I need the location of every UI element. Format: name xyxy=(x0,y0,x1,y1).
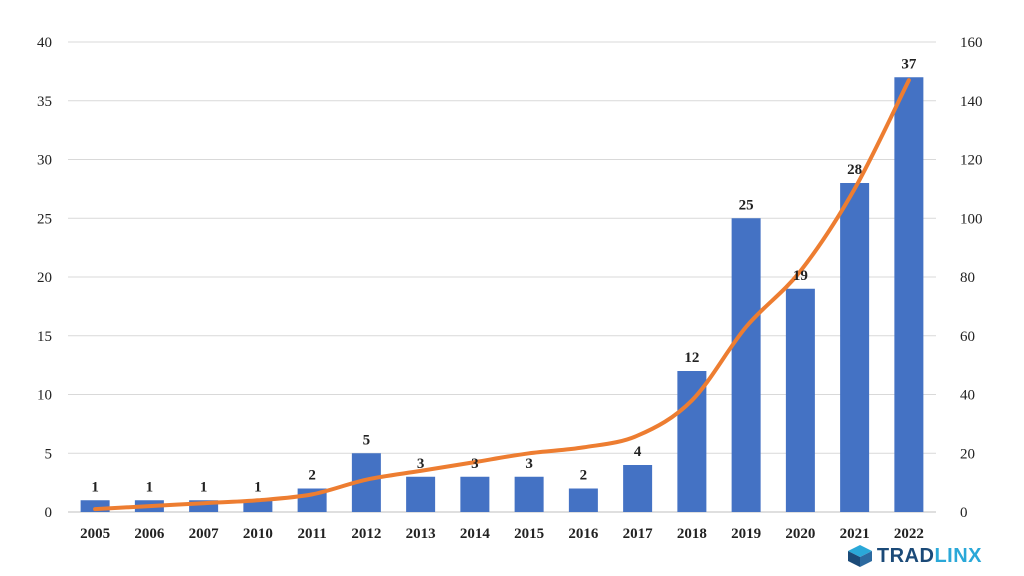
bar xyxy=(514,476,544,512)
brand-name: TRADLINX xyxy=(877,545,982,568)
right-tick-label: 0 xyxy=(960,505,968,521)
bar xyxy=(677,371,707,512)
right-tick-label: 140 xyxy=(960,94,983,110)
bar xyxy=(623,465,653,512)
brand-name-suffix: LINX xyxy=(934,544,982,567)
category-label: 2020 xyxy=(785,526,815,542)
bar xyxy=(894,77,924,512)
bar xyxy=(80,500,110,512)
data-label: 28 xyxy=(847,162,862,178)
right-axis-ticks: 0 20 40 60 80 100 120 140 160 xyxy=(960,35,983,521)
left-tick-label: 10 xyxy=(37,388,52,404)
category-label: 2013 xyxy=(406,526,436,542)
brand-logo: TRADLINX xyxy=(847,544,982,568)
bar xyxy=(840,183,870,512)
data-label: 37 xyxy=(901,56,917,72)
right-tick-label: 40 xyxy=(960,388,975,404)
category-label: 2012 xyxy=(351,526,381,542)
category-label: 2021 xyxy=(840,526,870,542)
right-tick-label: 120 xyxy=(960,153,983,169)
category-label: 2005 xyxy=(80,526,110,542)
right-tick-label: 80 xyxy=(960,270,975,286)
category-axis-ticks: 2005 2006 2007 2010 2011 2012 2013 2014 2015 2016… xyxy=(80,526,924,542)
line-series xyxy=(93,78,911,512)
data-label: 3 xyxy=(525,456,533,472)
cube-logo-icon xyxy=(847,545,872,567)
data-label: 1 xyxy=(91,479,99,495)
right-tick-label: 60 xyxy=(960,329,975,345)
category-label: 2016 xyxy=(568,526,599,542)
left-tick-label: 20 xyxy=(37,270,52,286)
data-label: 19 xyxy=(793,268,808,284)
left-tick-label: 25 xyxy=(37,211,52,227)
category-label: 2015 xyxy=(514,526,544,542)
data-label: 5 xyxy=(363,432,371,448)
left-tick-label: 35 xyxy=(37,94,52,110)
bar xyxy=(568,488,598,512)
bar xyxy=(460,476,490,512)
data-label: 2 xyxy=(580,468,588,484)
data-label: 1 xyxy=(200,479,208,495)
category-label: 2022 xyxy=(894,526,924,542)
left-axis-ticks: 0 5 10 15 20 25 30 35 40 xyxy=(37,35,52,521)
category-label: 2019 xyxy=(731,526,761,542)
category-label: 2006 xyxy=(134,526,165,542)
category-label: 2011 xyxy=(298,526,327,542)
gridlines xyxy=(68,41,936,513)
data-label: 2 xyxy=(308,468,316,484)
data-label: 3 xyxy=(471,456,479,472)
bar-series xyxy=(80,77,924,512)
bar xyxy=(406,476,436,512)
brand-name-prefix: TRAD xyxy=(876,544,935,567)
data-label: 3 xyxy=(417,456,425,472)
left-tick-label: 5 xyxy=(45,446,53,462)
category-label: 2010 xyxy=(243,526,273,542)
left-tick-label: 30 xyxy=(37,153,52,169)
category-label: 2017 xyxy=(623,526,654,542)
right-tick-label: 100 xyxy=(960,211,983,227)
data-label: 4 xyxy=(634,444,642,460)
category-label: 2014 xyxy=(460,526,491,542)
right-tick-label: 160 xyxy=(960,35,983,51)
data-label: 1 xyxy=(146,479,154,495)
category-label: 2018 xyxy=(677,526,707,542)
cumulative-line xyxy=(93,78,911,512)
left-tick-label: 0 xyxy=(45,505,53,521)
data-label: 1 xyxy=(254,479,262,495)
bar xyxy=(189,500,219,512)
bar xyxy=(243,500,273,512)
bar xyxy=(731,218,761,512)
bar xyxy=(785,288,815,512)
category-label: 2007 xyxy=(189,526,220,542)
data-label: 12 xyxy=(684,350,699,366)
data-label: 25 xyxy=(739,197,754,213)
left-tick-label: 15 xyxy=(37,329,52,345)
left-tick-label: 40 xyxy=(37,35,52,51)
right-tick-label: 20 xyxy=(960,446,975,462)
